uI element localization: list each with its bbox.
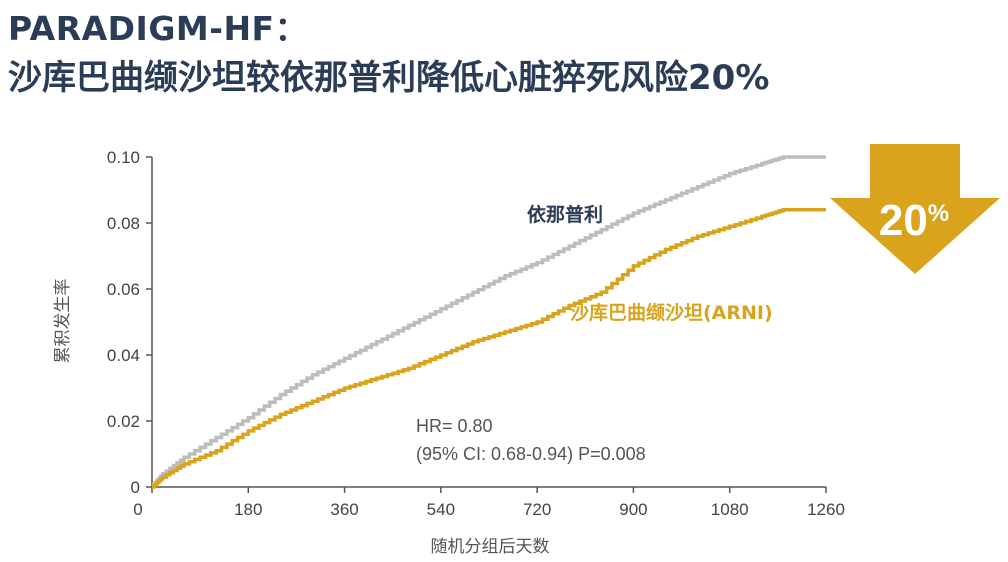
- series-label-enalapril: 依那普利: [527, 203, 603, 226]
- x-tick-label: 0: [133, 500, 142, 519]
- y-tick-label: 0.04: [107, 346, 140, 365]
- x-axis-title: 随机分组后天数: [431, 537, 550, 557]
- y-tick-label: 0.10: [107, 148, 140, 167]
- ticks: 0 180 360 540 720 900 1080 1260 0 0.02 0.04 0.06 0.0…: [107, 148, 845, 519]
- y-tick-label: 0.06: [107, 280, 140, 299]
- x-tick-label: 540: [427, 500, 455, 519]
- x-tick-label: 180: [234, 500, 262, 519]
- risk-reduction-badge: 20%: [830, 144, 1000, 274]
- y-tick-label: 0.08: [107, 214, 140, 233]
- x-tick-label: 720: [523, 500, 551, 519]
- hazard-ratio-text: HR= 0.80: [416, 416, 493, 436]
- x-tick-label: 360: [330, 500, 358, 519]
- title-line-1: PARADIGM-HF：: [8, 9, 309, 48]
- series-lines: [152, 155, 826, 489]
- arni-series-line: [152, 208, 826, 489]
- y-tick-label: 0.02: [107, 412, 140, 431]
- down-arrow-icon: [830, 144, 1000, 274]
- y-tick-label: 0: [131, 478, 140, 497]
- reduction-unit: %: [928, 200, 949, 227]
- axes: [151, 157, 826, 488]
- confidence-interval-text: (95% CI: 0.68-0.94) P=0.008: [416, 444, 646, 464]
- title-line-2: 沙库巴曲缬沙坦较依那普利降低心脏猝死风险20%: [8, 58, 770, 98]
- x-tick-label: 1260: [807, 500, 845, 519]
- series-label-arni: 沙库巴曲缬沙坦(ARNI): [570, 301, 773, 324]
- enalapril-series-line: [152, 155, 826, 489]
- reduction-number: 20: [879, 196, 928, 245]
- reduction-percent: 20%: [879, 196, 949, 245]
- y-axis-title: 累积发生率: [53, 279, 73, 364]
- x-tick-label: 1080: [711, 500, 749, 519]
- x-tick-label: 900: [619, 500, 647, 519]
